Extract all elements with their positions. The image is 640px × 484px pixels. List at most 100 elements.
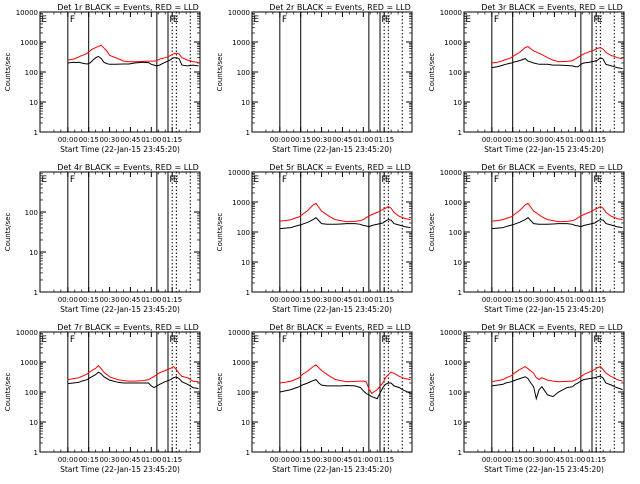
panel-6: Det 6r BLACK = Events, RED = LLD 1 10 100 10… — [428, 163, 625, 314]
x-tick-label: 00:30 — [523, 296, 543, 304]
x-tick-label: 00:00 — [482, 136, 502, 144]
marker-label: F — [593, 335, 598, 345]
panel-title: Det 1r BLACK = Events, RED = LLD — [57, 3, 199, 12]
marker-label: E — [253, 15, 259, 25]
panel-title: Det 8r BLACK = Events, RED = LLD — [269, 323, 411, 332]
y-tick-label: 10 — [453, 419, 462, 427]
x-tick-label: 01:15 — [162, 136, 182, 144]
marker-label: E — [41, 175, 47, 185]
panel-5: Det 5r BLACK = Events, RED = LLD 1 10 100 10… — [216, 163, 413, 314]
x-tick-label: 00:00 — [270, 456, 290, 464]
series-line-red-lld — [491, 366, 623, 383]
marker-label: E — [465, 335, 471, 345]
series-line-red-lld — [279, 364, 411, 395]
x-tick-label: 00:45 — [120, 456, 140, 464]
panel-title: Det 2r BLACK = Events, RED = LLD — [269, 3, 411, 12]
y-tick-label: 1 — [458, 449, 462, 457]
marker-label: E — [597, 15, 603, 25]
x-tick-label: 01:15 — [162, 296, 182, 304]
x-tick-label: 00:00 — [58, 296, 78, 304]
marker-label: F — [70, 335, 75, 345]
marker-label: E — [385, 335, 391, 345]
series-line-black-events — [491, 375, 623, 401]
y-tick-label: 10000 — [440, 9, 462, 17]
y-axis-label: Counts/sec — [428, 53, 436, 92]
y-tick-label: 10 — [29, 419, 38, 427]
panel-title: Det 3r BLACK = Events, RED = LLD — [481, 3, 623, 12]
y-tick-label: 100 — [449, 69, 462, 77]
x-tick-label: 01:15 — [586, 456, 606, 464]
x-axis-label: Start Time (22-Jan-15 23:45:20) — [484, 465, 604, 474]
x-axis-label: Start Time (22-Jan-15 23:45:20) — [60, 305, 180, 314]
panel-title: Det 6r BLACK = Events, RED = LLD — [481, 163, 623, 172]
y-tick-label: 10000 — [440, 169, 462, 177]
marker-label: E — [465, 15, 471, 25]
marker-label: E — [173, 175, 179, 185]
marker-label: F — [282, 335, 287, 345]
x-axis-label: Start Time (22-Jan-15 23:45:20) — [484, 145, 604, 154]
y-axis-label: Counts/sec — [4, 213, 12, 252]
x-tick-label: 01:15 — [374, 456, 394, 464]
x-axis-label: Start Time (22-Jan-15 23:45:20) — [272, 305, 392, 314]
x-tick-label: 00:00 — [482, 456, 502, 464]
y-tick-label: 10 — [453, 259, 462, 267]
x-tick-label: 01:00 — [141, 456, 161, 464]
series-line-red-lld — [67, 44, 199, 63]
y-tick-label: 100 — [25, 69, 38, 77]
x-tick-label: 00:30 — [311, 456, 331, 464]
y-tick-label: 1000 — [444, 359, 462, 367]
series-line-black-events — [491, 217, 623, 230]
x-tick-label: 01:15 — [374, 136, 394, 144]
y-tick-label: 1 — [458, 129, 462, 137]
x-tick-label: 00:00 — [482, 296, 502, 304]
x-tick-label: 00:30 — [99, 136, 119, 144]
x-tick-label: 01:15 — [374, 296, 394, 304]
y-tick-label: 1 — [246, 289, 250, 297]
x-tick-label: 00:45 — [544, 296, 564, 304]
x-tick-label: 00:45 — [332, 296, 352, 304]
series-line-black-events — [67, 55, 199, 67]
marker-label: F — [593, 15, 598, 25]
y-tick-label: 1 — [34, 289, 38, 297]
y-tick-label: 1 — [458, 289, 462, 297]
marker-label: E — [173, 335, 179, 345]
x-tick-label: 00:30 — [99, 456, 119, 464]
series-line-black-events — [67, 371, 199, 390]
y-axis-label: Counts/sec — [4, 373, 12, 412]
y-tick-label: 1000 — [232, 199, 250, 207]
x-tick-label: 00:15 — [503, 456, 523, 464]
x-tick-label: 01:15 — [586, 296, 606, 304]
x-tick-label: 01:00 — [565, 296, 585, 304]
x-tick-label: 00:45 — [120, 136, 140, 144]
y-tick-label: 10 — [453, 99, 462, 107]
panel-title: Det 9r BLACK = Events, RED = LLD — [481, 323, 623, 332]
y-tick-label: 10000 — [440, 329, 462, 337]
y-tick-label: 10000 — [228, 169, 250, 177]
y-axis-label: Counts/sec — [4, 53, 12, 92]
x-tick-label: 00:15 — [291, 136, 311, 144]
y-tick-label: 10 — [241, 419, 250, 427]
y-tick-label: 100 — [449, 229, 462, 237]
x-tick-label: 00:15 — [79, 456, 99, 464]
x-tick-label: 01:00 — [353, 136, 373, 144]
x-tick-label: 01:15 — [586, 136, 606, 144]
x-tick-label: 01:00 — [565, 456, 585, 464]
y-tick-label: 100 — [237, 229, 250, 237]
y-tick-label: 10000 — [16, 9, 38, 17]
panel-4: Det 4r BLACK = Events, RED = LLD 1 10 100 Co… — [4, 163, 201, 314]
y-tick-label: 10 — [29, 249, 38, 257]
marker-label: F — [70, 15, 75, 25]
marker-label: F — [282, 15, 287, 25]
y-tick-label: 1 — [34, 129, 38, 137]
x-tick-label: 00:00 — [58, 136, 78, 144]
x-axis-label: Start Time (22-Jan-15 23:45:20) — [484, 305, 604, 314]
x-tick-label: 00:15 — [503, 296, 523, 304]
marker-label: F — [169, 175, 174, 185]
marker-label: F — [169, 335, 174, 345]
series-line-red-lld — [279, 202, 411, 223]
y-tick-label: 100 — [237, 69, 250, 77]
y-tick-label: 100 — [237, 389, 250, 397]
panel-2: Det 2r BLACK = Events, RED = LLD 1 10 100 10… — [216, 3, 413, 154]
